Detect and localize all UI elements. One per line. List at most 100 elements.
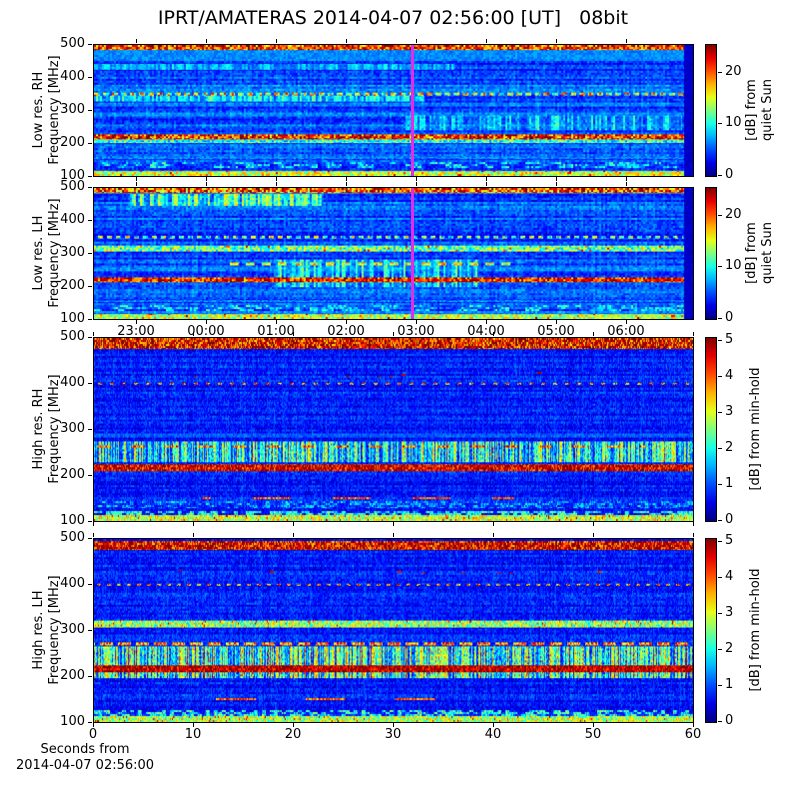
tick-mark (486, 320, 487, 324)
colorbar-tick-label: 0 (725, 512, 734, 527)
tick-mark (718, 721, 722, 722)
y-tick-label: 300 (60, 421, 85, 436)
y-tick-label: 400 (60, 576, 85, 591)
y-tick-label: 100 (60, 311, 85, 326)
tick-mark (346, 320, 348, 324)
tick-mark (718, 411, 722, 413)
tick-mark (718, 612, 722, 614)
y-tick-label: 100 (60, 168, 85, 183)
tick-mark (592, 723, 594, 727)
tick-mark (718, 175, 722, 176)
tick-mark (136, 39, 138, 43)
time-marker-line (411, 45, 415, 176)
y-tick-label: 300 (60, 102, 85, 117)
spectrogram-low-res-rh-canvas (94, 45, 693, 176)
tick-mark (718, 318, 722, 319)
tick-mark (393, 332, 394, 336)
tick-mark (346, 177, 348, 181)
spectrogram-high-res-lh-canvas (94, 539, 693, 722)
tick-mark (486, 39, 487, 43)
tick-mark (393, 723, 394, 727)
tick-mark (88, 253, 92, 254)
tick-mark (415, 177, 417, 181)
colorbar-tick-label: 0 (725, 713, 734, 728)
tick-mark (93, 723, 94, 727)
tick-mark (718, 375, 722, 377)
colorbar-high-res-lh (705, 538, 717, 723)
x-tick-label-seconds: 30 (384, 727, 402, 742)
tick-mark (292, 533, 294, 537)
y-tick-label: 500 (60, 36, 85, 51)
colorbar-tick-label: 20 (725, 206, 742, 222)
colorbar-tick-label: 4 (725, 367, 734, 383)
tick-mark (718, 123, 722, 125)
colorbar-tick-label: 5 (725, 532, 734, 548)
y-tick-label: 300 (60, 245, 85, 260)
tick-mark (393, 533, 394, 537)
y-tick-label: 500 (60, 530, 85, 545)
tick-mark (292, 522, 294, 526)
tick-mark (693, 522, 694, 526)
x-tick-label-time: 06:00 (607, 324, 645, 339)
y-tick-label: 200 (60, 668, 85, 683)
tick-mark (276, 182, 277, 186)
tick-mark (493, 522, 494, 526)
y-tick-label: 400 (60, 375, 85, 390)
x-tick-label-seconds: 40 (484, 727, 502, 742)
colorbar-tick-label: 1 (725, 475, 734, 491)
tick-mark (486, 182, 487, 186)
tick-mark (88, 176, 92, 177)
x-tick-label-time: 02:00 (327, 324, 365, 339)
tick-mark (493, 723, 494, 727)
tick-mark (718, 684, 722, 686)
tick-mark (136, 320, 138, 324)
colorbar-low-res-rh (705, 44, 717, 177)
tick-mark (93, 533, 94, 537)
colorbar-tick-label: 4 (725, 568, 734, 584)
tick-mark (88, 187, 92, 188)
spectrogram-low-res-rh (93, 44, 694, 177)
tick-mark (193, 533, 194, 537)
tick-mark (88, 143, 92, 144)
colorbar-label-low-res-rh: [dB] from quiet Sun (744, 78, 775, 142)
colorbar-tick-label: 1 (725, 676, 734, 692)
colorbar-label-high-res-rh: [dB] from min-hold (748, 367, 763, 491)
x-axis-label-line2: 2014-04-07 02:56:00 (16, 758, 155, 773)
colorbar-tick-label: 3 (725, 403, 734, 419)
x-tick-label-seconds: 0 (88, 727, 98, 742)
tick-mark (205, 182, 207, 186)
tick-mark (718, 483, 722, 485)
x-axis-label: Seconds from 2014-04-07 02:56:00 (16, 742, 154, 774)
tick-mark (556, 39, 558, 43)
tick-mark (276, 177, 277, 181)
tick-mark (88, 383, 92, 384)
tick-mark (718, 520, 722, 521)
tick-mark (393, 522, 394, 526)
time-marker-line (411, 188, 415, 319)
tick-mark (346, 182, 348, 186)
tick-mark (415, 39, 417, 43)
tick-mark (592, 332, 594, 336)
tick-mark (718, 214, 722, 216)
colorbar-tick-label: 0 (725, 310, 734, 325)
tick-mark (415, 320, 417, 324)
tick-mark (625, 182, 627, 186)
tick-mark (625, 39, 627, 43)
tick-mark (718, 576, 722, 578)
tick-mark (193, 522, 194, 526)
tick-mark (88, 319, 92, 320)
spectrogram-low-res-lh (93, 187, 694, 320)
tick-mark (88, 475, 92, 476)
y-tick-label: 300 (60, 622, 85, 637)
colorbar-tick-label: 10 (725, 115, 742, 131)
spectrogram-low-res-lh-canvas (94, 188, 693, 319)
tick-mark (93, 522, 94, 526)
tick-mark (205, 320, 207, 324)
y-tick-label: 500 (60, 179, 85, 194)
y-tick-label: 200 (60, 135, 85, 150)
tick-mark (136, 177, 138, 181)
spectrogram-high-res-rh (93, 337, 694, 522)
tick-mark (718, 540, 722, 542)
y-tick-label: 100 (60, 714, 85, 729)
colorbar-tick-label: 5 (725, 331, 734, 347)
